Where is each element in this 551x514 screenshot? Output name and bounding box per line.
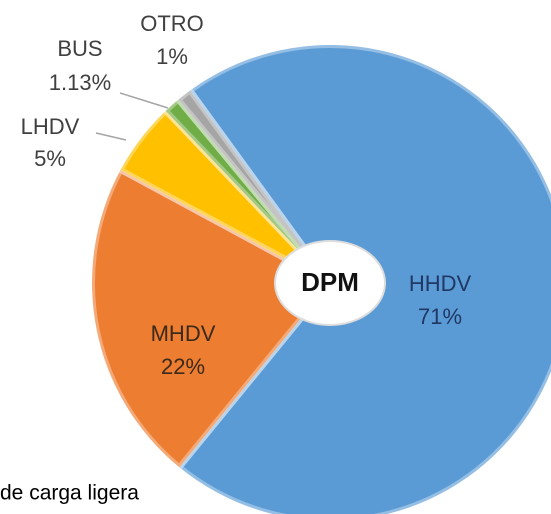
center-label: DPM	[301, 267, 359, 297]
slice-label: HHDV	[409, 271, 472, 296]
chart: DPM de carga ligera HHDV 71% MHDV 22% LHDV 5%…	[0, 0, 551, 514]
leader-line	[120, 93, 168, 108]
value-label: 1%	[156, 44, 188, 69]
value-label: 71%	[418, 304, 462, 329]
slice-label: LHDV	[21, 114, 80, 139]
slice-label: MHDV	[151, 321, 216, 346]
value-label: 1.13%	[49, 70, 111, 95]
leader-line	[96, 133, 126, 140]
slice-label: BUS	[57, 36, 102, 61]
slice-label: OTRO	[140, 11, 204, 36]
footnote: de carga ligera	[0, 482, 139, 505]
value-label: 22%	[161, 354, 205, 379]
value-label: 5%	[34, 146, 66, 171]
